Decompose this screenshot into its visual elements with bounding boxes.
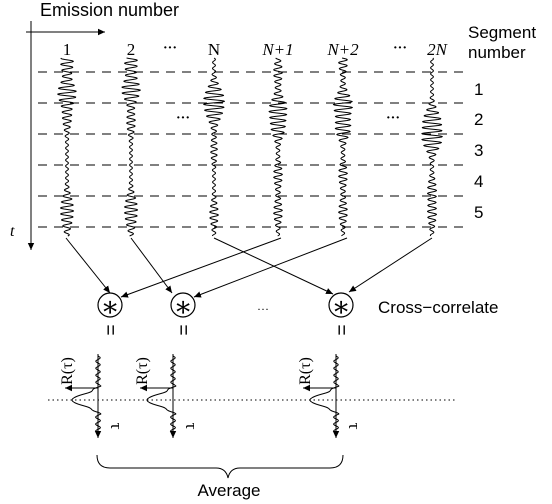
segment-axis-label-line1: Segment — [468, 23, 536, 42]
emission-traces — [57, 57, 443, 237]
correlator-1: ∗ = — [97, 292, 123, 336]
correlation-output-2: R(τ) τ — [134, 354, 201, 438]
emission-trace — [268, 57, 288, 237]
tau-label: τ — [345, 423, 364, 430]
emission-number-n: N — [208, 40, 220, 59]
segment-numbers: 1 2 3 4 5 — [474, 80, 483, 222]
emission-numbers: 1 2 ··· N N+1 N+2 ··· 2N — [63, 40, 449, 59]
correlator-3: ∗ = — [328, 292, 354, 336]
emission-ellipsis-1: ··· — [163, 41, 177, 56]
correlate-circle — [328, 292, 354, 318]
segment-number-1: 1 — [474, 80, 483, 99]
correlate-symbol: ∗ — [173, 292, 192, 323]
emission-number-2n: 2N — [427, 40, 449, 59]
trace-ellipsis-2: ··· — [386, 111, 400, 126]
emission-number-n-plus-1: N+1 — [261, 40, 293, 59]
correlate-circle — [170, 292, 196, 318]
segment-number-2: 2 — [474, 110, 483, 129]
time-axis-label: t — [10, 223, 15, 240]
segment-number-3: 3 — [474, 141, 483, 160]
correlation-trace — [146, 355, 177, 433]
emission-axis-label: Emission number — [40, 0, 179, 20]
correlator-2: ∗ = — [170, 292, 196, 336]
average-label: Average — [197, 481, 260, 500]
equals-sign: = — [330, 324, 351, 335]
correlation-label: R(τ) — [134, 357, 151, 385]
average-brace — [96, 454, 344, 479]
tau-label: τ — [107, 423, 126, 430]
correlate-symbol: ∗ — [331, 292, 350, 323]
correlation-label: R(τ) — [297, 357, 314, 385]
emission-trace — [57, 57, 77, 237]
correlate-circle — [97, 292, 123, 318]
correlation-output-1: R(τ) τ — [59, 354, 126, 438]
segment-number-4: 4 — [474, 172, 483, 191]
equals-sign: = — [99, 324, 120, 335]
correlation-trace — [71, 355, 102, 433]
correlation-output-3: R(τ) τ — [297, 354, 364, 438]
tau-label: τ — [182, 423, 201, 430]
equals-sign: = — [172, 324, 193, 335]
emission-trace — [121, 57, 141, 237]
segment-boundaries — [38, 71, 463, 228]
correlation-label: R(τ) — [59, 357, 76, 385]
emission-trace — [203, 57, 225, 237]
emission-number-1: 1 — [63, 40, 72, 59]
correlation-trace — [309, 355, 340, 433]
correlator-ellipsis: ··· — [257, 302, 269, 316]
trace-ellipsis-1: ··· — [176, 111, 190, 126]
emission-trace — [332, 57, 353, 237]
trace-to-correlator-arrows — [65, 237, 433, 298]
emission-number-n-plus-2: N+2 — [326, 40, 359, 59]
segment-number-5: 5 — [474, 203, 483, 222]
correlate-symbol: ∗ — [100, 292, 119, 323]
emission-number-2: 2 — [127, 40, 136, 59]
emission-ellipsis-2: ··· — [393, 41, 407, 56]
emission-trace — [421, 57, 443, 237]
cross-correlate-label: Cross−correlate — [378, 298, 498, 317]
segment-axis-label-line2: number — [468, 43, 526, 62]
